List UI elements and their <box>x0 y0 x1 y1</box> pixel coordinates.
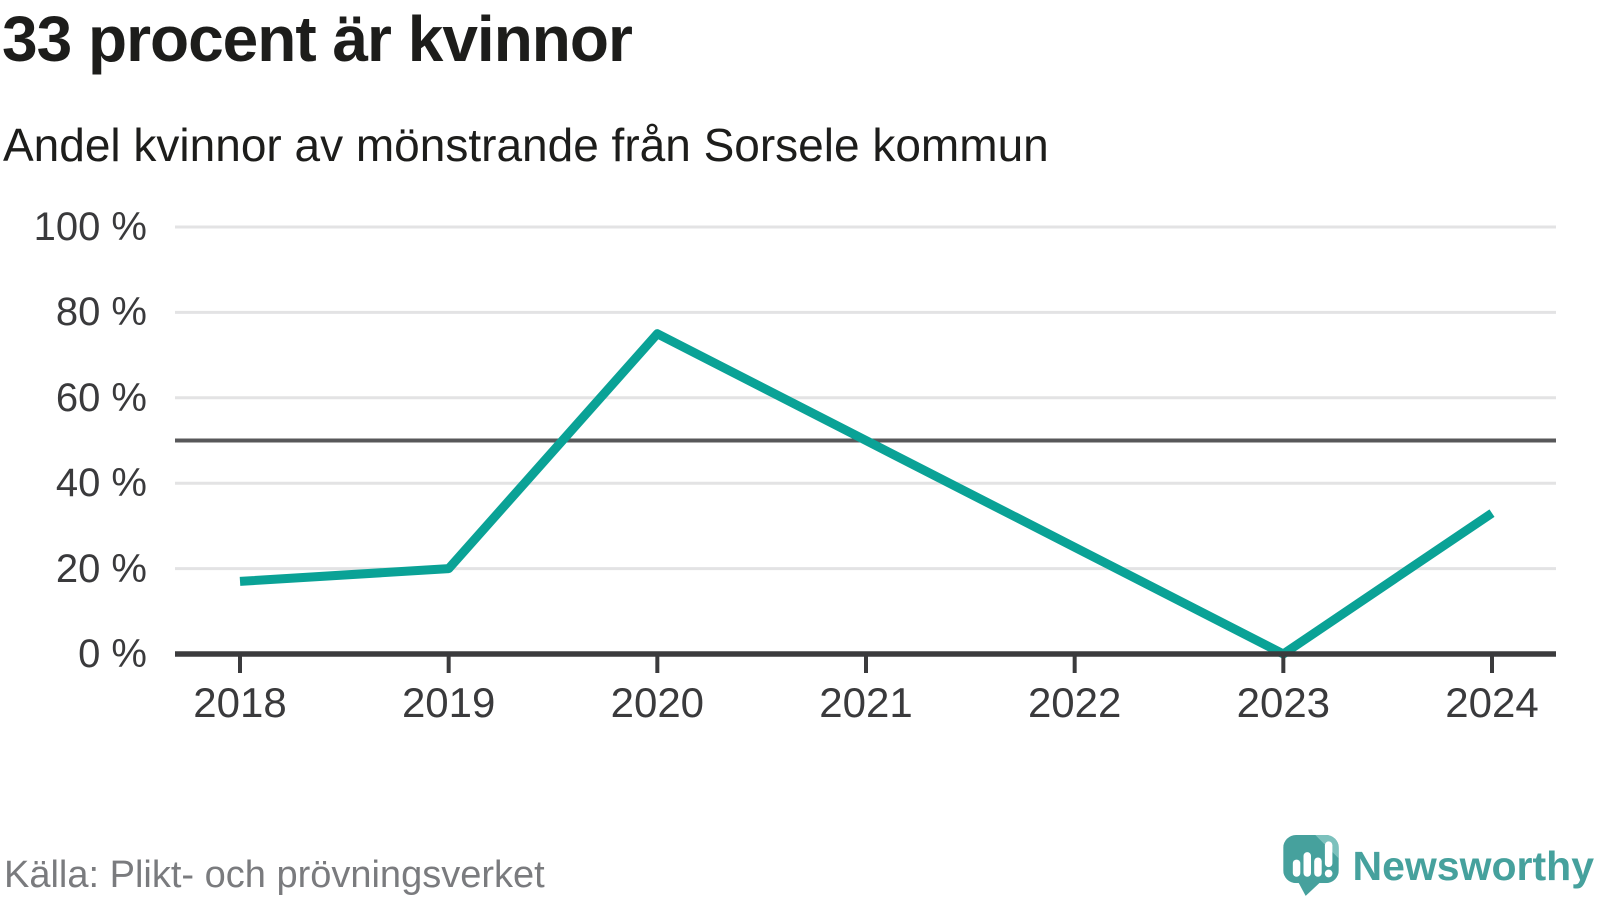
logo-tail <box>1296 879 1323 896</box>
y-axis-tick-label: 0 % <box>78 632 147 676</box>
y-axis-tick-label: 100 % <box>33 205 147 249</box>
y-axis-tick-label: 40 % <box>55 461 147 506</box>
x-axis-tick-label: 2018 <box>193 679 287 726</box>
chart-title: 33 procent är kvinnor <box>2 3 633 75</box>
x-axis-tick-label: 2023 <box>1236 679 1331 726</box>
x-axis-tick-label: 2024 <box>1445 679 1539 726</box>
chart-subtitle: Andel kvinnor av mönstrande från Sorsele… <box>3 119 1049 171</box>
y-axis-tick-label: 80 % <box>55 290 147 335</box>
x-axis-tick-label: 2021 <box>819 679 913 726</box>
y-axis-tick-label: 20 % <box>55 546 147 591</box>
x-axis-tick-label: 2022 <box>1027 679 1122 726</box>
newsworthy-brand[interactable]: Newsworthy <box>1282 835 1595 897</box>
y-axis-tick-label: 60 % <box>55 375 147 420</box>
x-axis-tick-label: 2019 <box>401 679 496 726</box>
newsworthy-brand-name: Newsworthy <box>1352 842 1595 889</box>
data-line-andel-kvinnor <box>239 329 1495 659</box>
newsworthy-speech-bubble-bar-chart-icon <box>1282 835 1339 896</box>
x-axis-tick-label: 2020 <box>610 679 705 726</box>
source-note: Källa: Plikt- och prövningsverket <box>4 854 545 896</box>
